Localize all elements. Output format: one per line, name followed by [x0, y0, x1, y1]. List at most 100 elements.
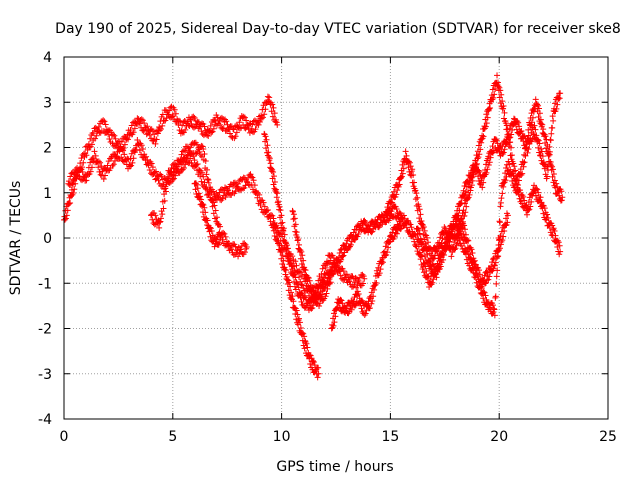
- series-track-11: [413, 210, 511, 292]
- data-point: [539, 153, 546, 160]
- data-point: [327, 269, 334, 276]
- data-point: [236, 187, 243, 194]
- data-point: [397, 174, 404, 181]
- data-point: [270, 173, 277, 180]
- data-point: [280, 257, 287, 264]
- data-point: [489, 256, 496, 263]
- data-point: [462, 191, 469, 198]
- data-point: [121, 141, 128, 148]
- data-point: [556, 242, 563, 249]
- data-point: [411, 179, 418, 186]
- data-point: [222, 233, 229, 240]
- data-point: [270, 215, 277, 222]
- data-point: [340, 268, 347, 275]
- data-point: [217, 235, 224, 241]
- data-point: [228, 246, 235, 253]
- data-point: [69, 180, 76, 187]
- data-point: [92, 135, 99, 142]
- data-point: [496, 245, 503, 252]
- data-point: [408, 224, 415, 231]
- data-point: [551, 227, 558, 234]
- data-point: [472, 157, 479, 164]
- data-point: [61, 216, 68, 223]
- data-point: [292, 228, 299, 235]
- data-point: [156, 127, 163, 134]
- data-point: [508, 152, 515, 159]
- data-point: [70, 189, 77, 196]
- data-point: [447, 232, 454, 239]
- data-point: [316, 303, 323, 310]
- data-point: [123, 135, 130, 142]
- data-point: [538, 148, 545, 155]
- x-axis-label: GPS time / hours: [276, 459, 393, 475]
- data-point: [251, 182, 258, 189]
- data-point: [492, 259, 499, 266]
- data-point: [549, 173, 556, 180]
- data-point: [535, 105, 542, 112]
- data-point: [476, 271, 483, 278]
- data-point: [545, 152, 552, 159]
- data-point: [299, 252, 306, 259]
- data-point: [213, 214, 220, 221]
- data-point: [476, 180, 483, 187]
- data-point: [437, 263, 444, 270]
- data-point: [267, 160, 274, 167]
- data-point: [339, 300, 346, 307]
- data-point: [157, 215, 164, 222]
- data-point: [182, 126, 189, 133]
- data-point: [439, 235, 446, 242]
- data-point: [487, 154, 494, 161]
- data-point: [177, 118, 184, 125]
- data-point: [277, 207, 284, 214]
- data-point: [519, 170, 526, 177]
- y-tick-label: -4: [38, 412, 52, 428]
- data-point: [481, 289, 488, 296]
- data-point: [553, 105, 560, 112]
- data-point: [546, 143, 553, 150]
- axis-ticks: 0 5 10 15 20 25 -4 -3 -2 -1 0 1 2 3 4: [38, 50, 617, 445]
- data-point: [425, 239, 432, 246]
- data-point: [502, 222, 509, 229]
- data-point: [258, 115, 265, 122]
- data-point: [444, 242, 451, 249]
- data-point: [121, 151, 128, 158]
- data-point: [206, 224, 213, 231]
- data-point: [399, 170, 406, 177]
- data-point: [379, 221, 386, 228]
- y-tick-label: 0: [43, 231, 52, 247]
- data-point: [550, 225, 557, 232]
- x-tick-label: 10: [273, 429, 291, 445]
- data-point: [332, 313, 339, 320]
- data-point: [88, 141, 95, 148]
- data-point: [297, 269, 304, 276]
- data-point: [487, 105, 494, 112]
- data-point: [462, 231, 469, 238]
- data-point: [497, 232, 504, 239]
- data-point: [330, 310, 337, 317]
- data-point: [179, 122, 186, 129]
- data-point: [191, 114, 198, 121]
- data-point: [443, 233, 450, 240]
- data-point: [201, 179, 208, 186]
- data-point: [286, 279, 293, 286]
- data-point: [256, 119, 263, 126]
- data-point: [301, 345, 308, 352]
- data-point: [289, 253, 296, 260]
- data-point: [483, 169, 490, 176]
- data-point: [80, 159, 87, 166]
- data-point: [227, 244, 234, 251]
- data-point: [219, 125, 226, 132]
- data-point: [278, 248, 285, 255]
- data-point: [473, 161, 480, 168]
- data-point: [494, 72, 501, 79]
- data-point: [441, 252, 448, 259]
- data-point: [261, 203, 268, 210]
- data-point: [263, 136, 270, 143]
- data-point: [550, 117, 557, 124]
- data-point: [93, 132, 100, 139]
- data-point: [398, 225, 405, 232]
- data-point: [534, 186, 541, 193]
- data-point: [139, 117, 146, 124]
- data-point: [360, 280, 367, 287]
- data-point: [525, 207, 532, 214]
